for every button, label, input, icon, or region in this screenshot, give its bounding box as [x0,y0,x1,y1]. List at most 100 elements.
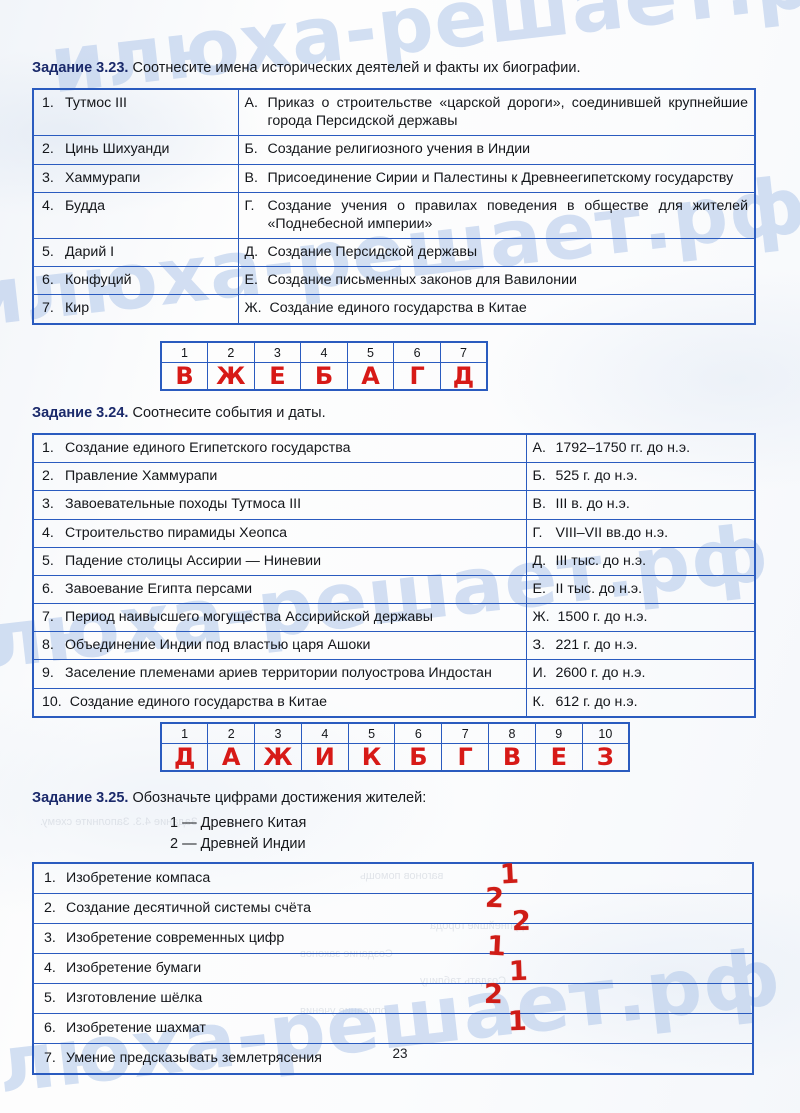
achievement-cell: 3. Изобретение современных цифр [32,923,754,954]
row-number: 10. [42,693,62,710]
answer-cell[interactable]: В [160,362,209,391]
list-item: 7. Умение предсказывать землетрясения [32,1043,754,1075]
row-text: Изготовление шёлка [66,990,203,1006]
answer-cell[interactable]: И [300,743,349,772]
handwritten-answer: 1 [508,955,529,988]
row-text: Заселение племенами ариев территории пол… [65,665,492,682]
answer-cell[interactable]: Б [394,743,443,772]
left-cell: 5. Дарий I [32,238,239,268]
answer-grid-index: 10 [581,722,630,744]
task-323-label: Задание 3.23. [32,60,129,76]
answer-cell[interactable]: К [347,743,396,772]
answer-grid-index: 7 [441,722,490,744]
option-text: III в. до н.э. [555,496,630,513]
answer-grid-index: 4 [300,341,348,363]
row-text: Создание единого Египетского государства [65,440,351,456]
task-324-label: Задание 3.24. [32,405,129,421]
table-row: 1. Создание единого Египетского государст… [32,433,756,464]
row-number: 7. [44,1050,56,1066]
row-number: 7. [42,300,54,317]
row-number: 1. [42,440,54,456]
answer-grid-index: 2 [207,341,255,363]
answer-cell[interactable]: Б [300,362,348,391]
answer-grid-index: 3 [253,341,302,363]
table-row: 7. Период наивысшего могущества Ассирийск… [32,603,756,633]
achievement-cell: 5. Изготовление шёлка [32,983,754,1014]
answer-cell[interactable]: Д [439,362,488,391]
option-letter: З. [532,637,546,654]
left-cell: 9. Заселение племенами ариев территории п… [32,659,527,689]
achievement-cell: 4. Изобретение бумаги [32,953,754,984]
row-text: Умение предсказывать землетрясения [66,1050,322,1066]
answer-cell[interactable]: Ж [207,362,255,391]
answer-grid-index: 8 [488,722,536,744]
answer-cell[interactable]: А [346,362,395,391]
option-letter: А. [244,95,258,111]
right-cell: В. III в. до н.э. [525,490,756,520]
left-cell: 1. Тутмос III [32,88,239,137]
answer-cell[interactable]: Е [253,362,302,391]
option-text: Создание единого государства в Китае [269,300,527,317]
table-row: 4. Будда Г. Создание учения о правилах пове… [32,191,756,240]
answer-cell[interactable]: Г [441,743,490,772]
option-letter: Б. [532,468,546,485]
option-text: Создание религиозного учения в Индии [267,141,531,158]
answer-cell[interactable]: В [488,743,536,772]
table-row: 9. Заселение племенами ариев территории п… [32,659,756,689]
left-cell: 10. Создание единого государства в Китае [32,687,527,718]
answer-grid-index: 6 [393,341,441,363]
row-text: Завоевание Египта персами [65,580,253,597]
row-text: Изобретение современных цифр [66,930,285,946]
row-text: Объединение Индии под властью царя Ашоки [65,637,371,654]
table-row: 6. Конфуций Е. Создание письменных законов … [32,266,756,296]
right-cell: Е. Создание письменных законов для Вавило… [237,266,756,296]
row-number: 6. [42,580,54,597]
row-number: 5. [42,244,54,261]
task-324-table: 1. Создание единого Египетского государст… [32,433,756,718]
answer-cell[interactable]: З [581,743,630,772]
task-324-answer-grid[interactable]: 1 2 3 4 5 6 7 8 9 10 Д А Ж И К Б Г В Е З [160,722,630,772]
row-text: Строительство пирамиды Хеопса [65,524,288,541]
row-text: Будда [65,197,106,214]
option-text: 2600 г. до н.э. [555,665,646,682]
achievement-cell: 1. Изобретение компаса [32,862,754,894]
option-text: VIII–VII вв.до н.э. [555,524,669,541]
answer-cell[interactable]: А [207,743,256,772]
row-number: 9. [42,665,54,682]
right-cell: Б. Создание религиозного учения в Индии [237,135,756,165]
table-row: 5. Падение столицы Ассирии — Ниневии Д. III… [32,546,756,576]
answer-cell[interactable]: Е [534,743,583,772]
task-325-heading: Задание 3.25. Обозначьте цифрами достиже… [32,790,426,806]
right-cell: А. Приказ о строительстве «царской дороги… [237,88,756,137]
list-item: 6. Изобретение шахмат [32,1013,754,1044]
option-text: Приказ о строительстве «царской дороги»,… [267,95,749,130]
row-text: Создание десятичной системы счёта [66,900,311,916]
answer-grid-index: 2 [207,722,256,744]
achievement-cell: 7. Умение предсказывать землетрясения [32,1043,754,1075]
table-row: 6. Завоевание Египта персами Е. II тыс. до … [32,574,756,605]
task-325-prompt: Обозначьте цифрами достижения жителей: [132,790,427,806]
row-number: 1. [42,95,54,111]
answer-cell[interactable]: Г [393,362,441,391]
option-letter: Б. [244,141,258,158]
right-cell: И. 2600 г. до н.э. [525,659,756,689]
row-text: Изобретение компаса [66,870,211,886]
row-text: Падение столицы Ассирии — Ниневии [65,552,321,569]
row-number: 4. [42,197,54,214]
answer-grid-index: 5 [347,722,396,744]
option-letter: И. [532,665,547,682]
option-text: Создание письменных законов для Вавилони… [267,272,577,289]
achievement-cell: 2. Создание десятичной системы счёта [32,893,754,924]
task-325-tbody: 1. Изобретение компаса 2. Создание десятичн… [32,862,754,1075]
answer-cell[interactable]: Д [160,743,209,772]
handwritten-answer: 2 [483,978,504,1011]
option-letter: А. [532,440,546,456]
row-number: 7. [42,609,54,626]
answer-cell[interactable]: Ж [254,743,302,772]
right-cell: Б. 525 г. до н.э. [525,462,756,492]
left-cell: 7. Период наивысшего могущества Ассирийск… [32,603,527,633]
option-text: Создание учения о правилах поведения в о… [267,197,749,232]
